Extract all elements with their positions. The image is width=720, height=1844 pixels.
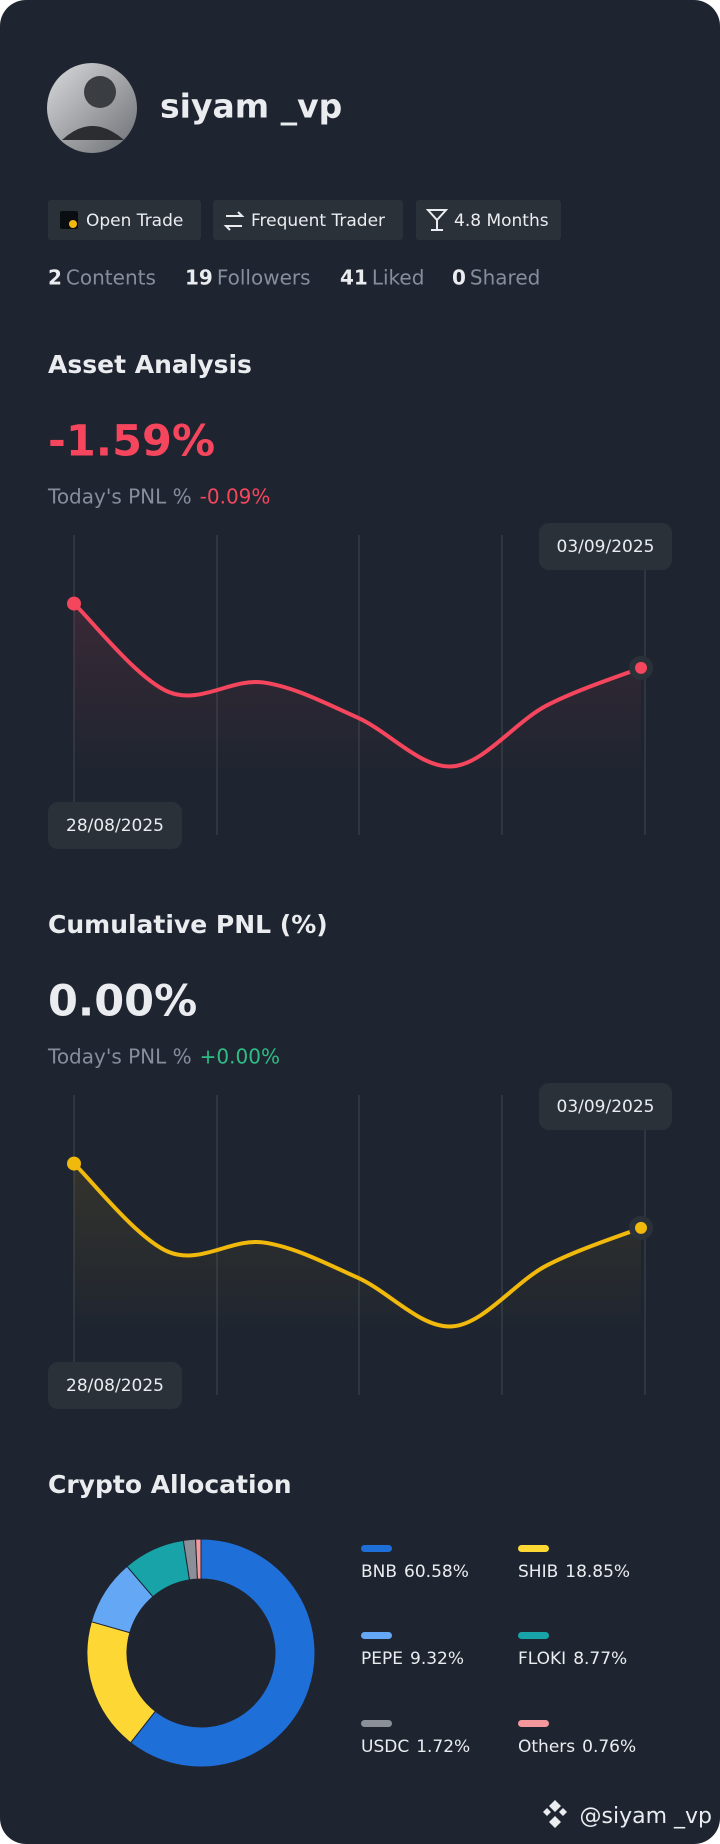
- footer-handle: @siyam _vp: [580, 1804, 712, 1829]
- start-dot: [67, 596, 81, 611]
- end-dot: [635, 661, 647, 674]
- badge: [416, 200, 561, 240]
- avatar-figure: [84, 76, 116, 108]
- date-label: 03/09/2025: [557, 537, 655, 557]
- badge-icon: [69, 220, 77, 228]
- donut-slice: [195, 1538, 202, 1580]
- legend-value: 1.72%: [416, 1737, 470, 1757]
- date-label: 28/08/2025: [66, 816, 164, 836]
- start-dot: [67, 1156, 81, 1171]
- legend-value: 9.32%: [410, 1649, 464, 1669]
- pnl-label: Today's PNL %: [47, 485, 192, 509]
- footer-logo: [543, 1800, 567, 1828]
- legend-swatch: [361, 1720, 392, 1727]
- line-area: [74, 603, 641, 770]
- badge-label: Frequent Trader: [251, 211, 385, 231]
- date-tooltip: [539, 1083, 672, 1130]
- date-label: 03/09/2025: [557, 1097, 655, 1117]
- headline-value: 0.00%: [48, 977, 197, 1027]
- date-label: 28/08/2025: [66, 1376, 164, 1396]
- section-title: Asset Analysis: [48, 350, 252, 379]
- date-tooltip: [48, 1362, 182, 1409]
- legend-label: FLOKI: [518, 1649, 566, 1669]
- stat-value: 41: [340, 266, 368, 290]
- stats: 2 Contents 19 Followers 41 Liked 0 Shared: [48, 266, 540, 290]
- legend-label: USDC: [361, 1737, 409, 1757]
- date-tooltip: [48, 802, 182, 849]
- legend-value: 60.58%: [404, 1562, 469, 1582]
- pnl-value: -0.09%: [200, 485, 271, 509]
- end-dot: [635, 1221, 647, 1234]
- legend-value: 8.77%: [573, 1649, 627, 1669]
- legend-label: PEPE: [361, 1649, 403, 1669]
- stat-value: 2: [48, 266, 62, 290]
- pnl-label: Today's PNL %: [47, 1045, 192, 1069]
- pnl-value: +0.00%: [200, 1045, 280, 1069]
- date-tooltip: [539, 523, 672, 570]
- legend-value: 18.85%: [565, 1562, 630, 1582]
- badge-label: 4.8 Months: [454, 211, 549, 231]
- legend-label: BNB: [361, 1562, 397, 1582]
- stat-value: 19: [185, 266, 213, 290]
- stat-value: 0: [452, 266, 466, 290]
- legend-label: SHIB: [518, 1562, 558, 1582]
- headline-value: -1.59%: [48, 417, 215, 467]
- section-title: Crypto Allocation: [48, 1470, 292, 1499]
- legend-swatch: [361, 1545, 392, 1552]
- stat-label: Contents: [66, 266, 156, 290]
- user-name: siyam _vp: [160, 87, 342, 126]
- avatar-figure: [62, 126, 124, 140]
- legend-value: 0.76%: [582, 1737, 636, 1757]
- stat-label: Followers: [217, 266, 311, 290]
- line-area: [74, 1163, 641, 1330]
- badge-icon: [223, 211, 245, 231]
- legend-swatch: [361, 1632, 392, 1639]
- badge-icon: [425, 209, 449, 231]
- legend-swatch: [518, 1632, 549, 1639]
- stat-label: Liked: [372, 266, 425, 290]
- badge: [213, 200, 403, 240]
- line: [72, 1161, 643, 1329]
- charts: Asset Analysis -1.59% Today's PNL % -0.09% 2…: [47, 350, 672, 1768]
- donut-slice: [129, 1538, 316, 1768]
- legend-label: Others: [518, 1737, 575, 1757]
- stat-label: Shared: [470, 266, 540, 290]
- badge-label: Open Trade: [86, 211, 183, 231]
- legend-swatch: [518, 1720, 549, 1727]
- legend-swatch: [518, 1545, 549, 1552]
- badge: [48, 200, 201, 240]
- section-title: Cumulative PNL (%): [48, 910, 328, 939]
- line: [72, 601, 643, 769]
